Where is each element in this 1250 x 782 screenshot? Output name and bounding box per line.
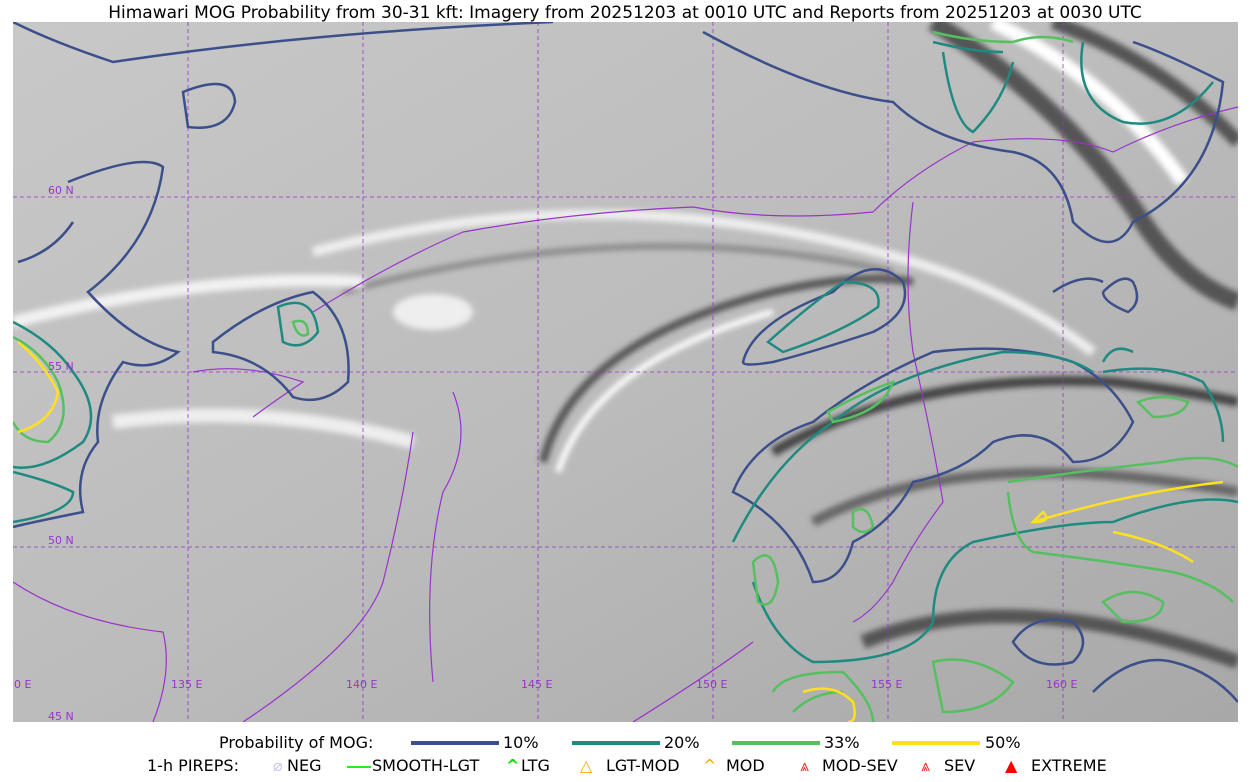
sev-label: SEV [944,756,976,775]
lon-labels: 130 E 135 E 140 E 145 E 150 E 155 E 160 … [13,678,1077,691]
mog-contours [13,22,1238,722]
p10-swatch [411,741,499,745]
lon-label: 160 E [1046,678,1077,691]
lon-label: 130 E [13,678,31,691]
mod-sev-label: MOD-SEV [822,756,898,775]
lon-label: 145 E [521,678,552,691]
p20-label: 20% [664,733,700,752]
lon-label: 135 E [171,678,202,691]
p33-swatch [732,741,820,745]
cloud-streaks [13,22,1238,669]
lgt-mod-icon: △ [580,756,593,775]
lon-label: 140 E [346,678,377,691]
coastlines [13,106,1238,722]
extreme-icon: ▲ [1005,756,1018,775]
pirep-legend-label: 1-h PIREPS: [147,756,239,775]
lat-label: 55 N [48,360,74,373]
p20-swatch [572,741,660,745]
prob-legend-label: Probability of MOG: [219,733,374,752]
neg-label: NEG [287,756,322,775]
ltg-label: LTG [521,756,550,775]
p10-label: 10% [503,733,539,752]
p50-label: 50% [985,733,1021,752]
lat-label: 45 N [48,710,74,722]
lat-labels: 60 N 55 N 50 N 45 N [48,184,74,722]
satellite-map: 130 E 135 E 140 E 145 E 150 E 155 E 160 … [13,22,1238,722]
smooth-lgt-label: SMOOTH-LGT [372,756,480,775]
sev-icon: ⩓ [921,756,931,775]
smooth-lgt-line-icon [347,766,371,768]
lat-label: 50 N [48,534,74,547]
mod-caret-icon: ^ [703,756,717,775]
neg-icon: ⌀ [273,756,283,775]
lon-label: 155 E [871,678,902,691]
mod-sev-icon: ⩓ [800,756,810,775]
lat-label: 60 N [48,184,74,197]
p50-swatch [892,741,980,745]
p33-label: 33% [824,733,860,752]
map-title: Himawari MOG Probability from 30-31 kft:… [108,3,1142,23]
mod-label: MOD [726,756,765,775]
extreme-label: EXTREME [1031,756,1107,775]
lon-label: 150 E [696,678,727,691]
ltg-caret-icon: ^ [506,756,520,775]
lgt-mod-label: LGT-MOD [606,756,680,775]
